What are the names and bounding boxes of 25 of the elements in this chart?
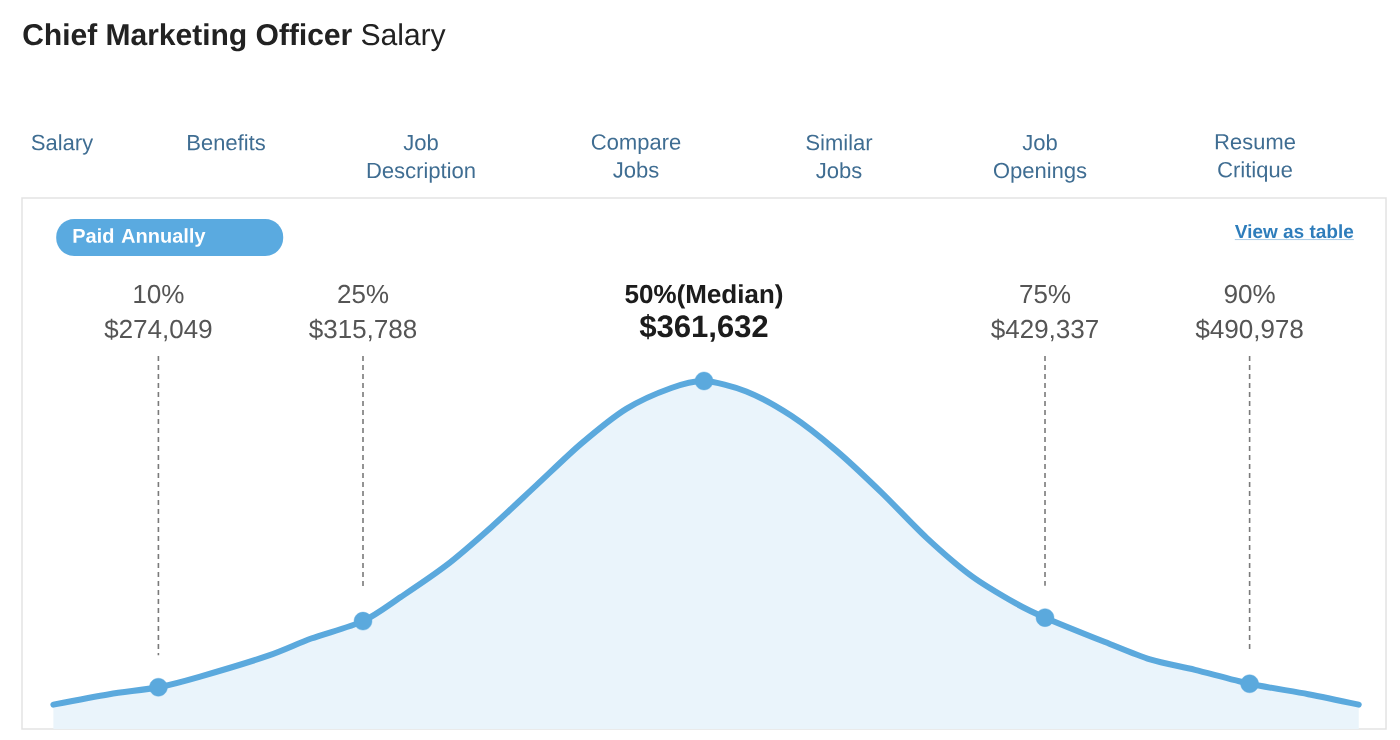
- text: Paid Annually: [73, 228, 206, 247]
- text: Benefits: [188, 134, 265, 151]
- x-tick-label: 50%(Median): [625, 284, 783, 309]
- point: [1240, 674, 1259, 693]
- text: $315,788: [309, 318, 417, 342]
- text: $274,049: [104, 318, 212, 342]
- text: View as table: [1234, 224, 1354, 239]
- chart-title: Chief Marketing Officer Salary: [23, 23, 446, 52]
- point: [1035, 608, 1055, 627]
- point: [353, 611, 373, 631]
- x-tick-label: 25%: [338, 284, 389, 304]
- text: Resume Critique: [1215, 134, 1295, 182]
- text: $490,978: [1195, 318, 1303, 342]
- point: [694, 371, 714, 391]
- text: Salary: [31, 134, 94, 155]
- x-tick-label: 75%: [1020, 284, 1071, 304]
- text: Job Openings: [993, 134, 1087, 183]
- text: Similar Jobs: [806, 134, 873, 179]
- text: Compare Jobs: [591, 134, 681, 178]
- x-tick-label: 10%: [134, 284, 184, 304]
- text: $361,632: [639, 313, 768, 342]
- text: Job Description: [367, 134, 475, 183]
- x-tick-label: 90%: [1224, 284, 1275, 304]
- text: $429,337: [991, 318, 1098, 342]
- point: [149, 678, 168, 697]
